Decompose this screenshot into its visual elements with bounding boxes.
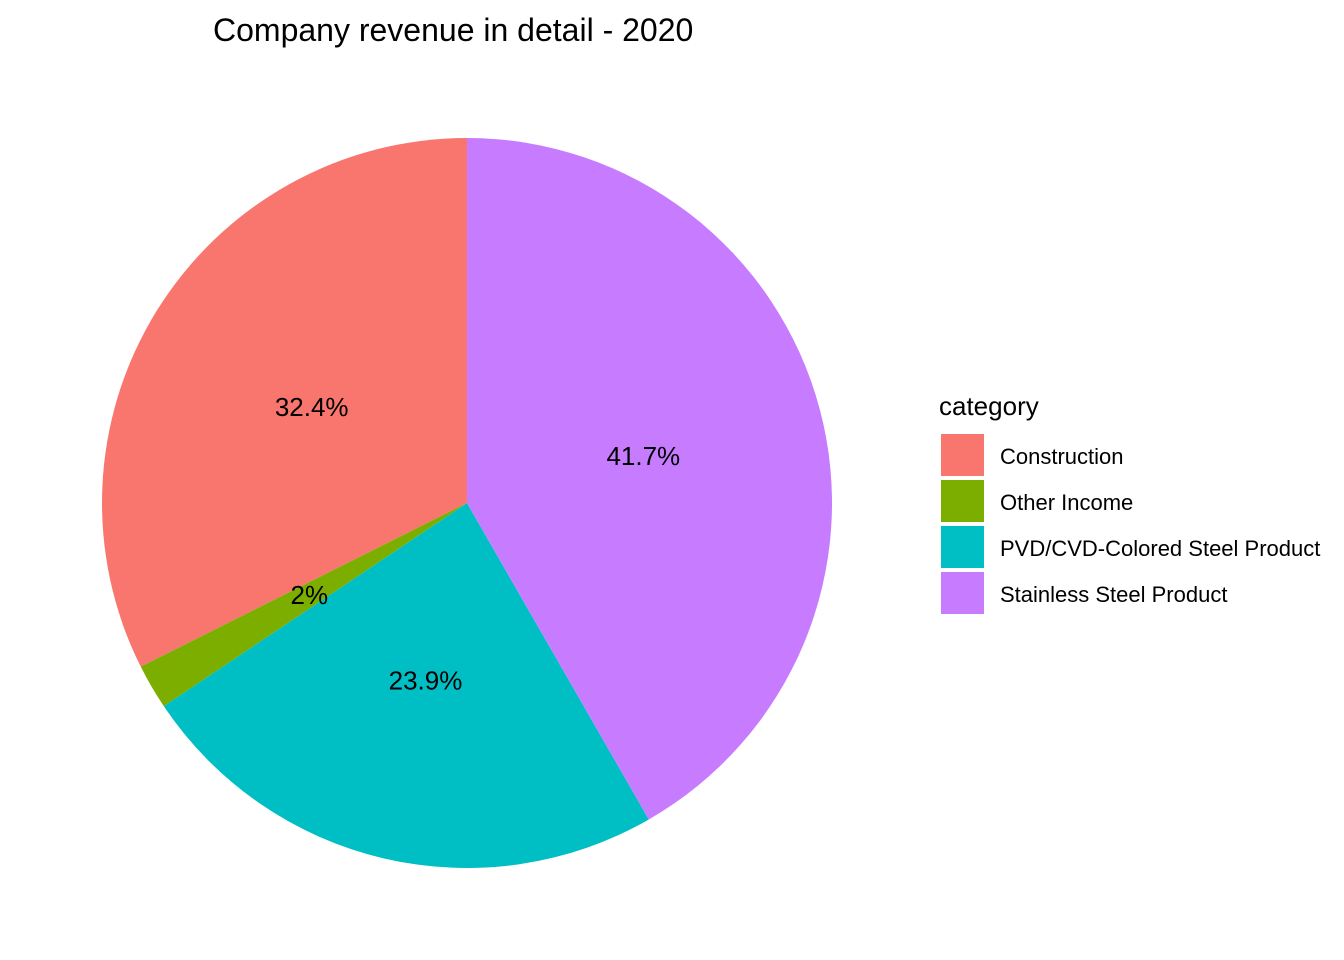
slice-label-pvd-cvd-colored-steel-product: 23.9% [389,666,463,696]
slice-label-stainless-steel-product: 41.7% [606,441,680,471]
legend-swatch-pvd-cvd-colored-steel-product [941,526,984,568]
legend: category Construction Other Income PVD/CVD… [939,391,1320,614]
pie-slice-labels: 32.4% 2% 23.9% 41.7% [275,392,680,696]
slice-label-other-income: 2% [291,580,329,610]
legend-label-stainless-steel-product: Stainless Steel Product [1000,582,1227,607]
legend-swatch-stainless-steel-product [941,572,984,614]
pie-slices [102,138,833,868]
legend-label-other-income: Other Income [1000,490,1133,515]
pie-slice-pvd-cvd-colored-steel-product [163,503,649,868]
legend-items: Construction Other Income PVD/CVD-Colored … [941,434,1320,614]
slice-label-construction: 32.4% [275,392,349,422]
pie-slice-construction [102,138,468,667]
legend-label-construction: Construction [1000,444,1124,469]
pie-slice-stainless-steel-product [467,138,833,820]
legend-title: category [939,391,1039,421]
legend-label-pvd-cvd-colored-steel-product: PVD/CVD-Colored Steel Product [1000,536,1320,561]
pie-slice-other-income [140,503,468,707]
legend-swatch-construction [941,434,984,476]
chart-title: Company revenue in detail - 2020 [213,12,693,48]
legend-swatch-other-income [941,480,984,522]
